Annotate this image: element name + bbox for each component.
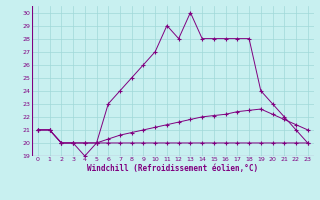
X-axis label: Windchill (Refroidissement éolien,°C): Windchill (Refroidissement éolien,°C) — [87, 164, 258, 173]
